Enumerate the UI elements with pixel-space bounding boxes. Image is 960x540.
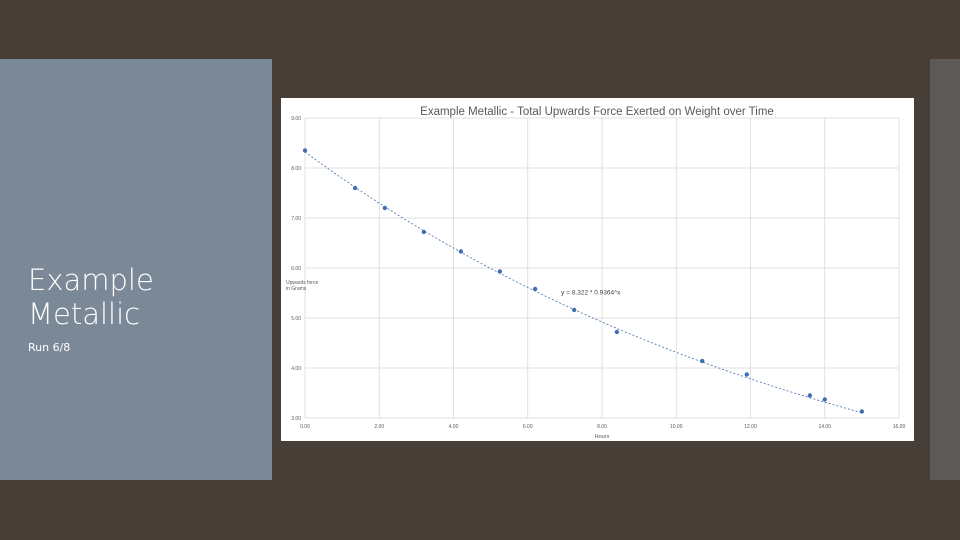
data-point bbox=[822, 397, 827, 402]
left-panel: Example Metallic Run 6/8 bbox=[0, 59, 272, 480]
slide-subtitle: Run 6/8 bbox=[28, 341, 71, 354]
slide-title-line-1: Example bbox=[28, 263, 154, 297]
x-tick-label: 16.00 bbox=[893, 424, 906, 430]
y-tick-label: 5.00 bbox=[291, 316, 301, 322]
x-tick-label: 14.00 bbox=[818, 424, 831, 430]
data-point bbox=[532, 286, 538, 292]
data-point bbox=[458, 249, 464, 254]
y-axis-label: Upwards force in Grams bbox=[286, 280, 319, 292]
y-tick-label: 8.00 bbox=[291, 166, 301, 172]
y-tick-label: 3.00 bbox=[291, 416, 301, 422]
grid-layer bbox=[304, 117, 900, 419]
data-point bbox=[571, 307, 577, 313]
x-tick-label: 10.00 bbox=[670, 424, 683, 430]
x-tick-label: 12.00 bbox=[744, 424, 757, 430]
y-tick-label: 9.00 bbox=[291, 116, 301, 122]
data-point bbox=[421, 229, 426, 235]
x-tick-label: 4.00 bbox=[449, 424, 459, 430]
data-point bbox=[807, 393, 813, 398]
trendline bbox=[304, 151, 862, 414]
chart-svg: Example Metallic - Total Upwards Force E… bbox=[286, 106, 905, 440]
data-point bbox=[352, 185, 358, 191]
x-tick-label: 8.00 bbox=[597, 424, 607, 430]
data-point bbox=[497, 269, 503, 274]
y-tick-label: 7.00 bbox=[291, 216, 301, 222]
data-point bbox=[700, 358, 705, 364]
slide-title: Example Metallic bbox=[28, 263, 258, 331]
slide-title-line-2: Metallic bbox=[28, 297, 141, 331]
y-tick-label: 4.00 bbox=[291, 366, 301, 372]
data-point bbox=[744, 372, 749, 377]
x-tick-label: 0.00 bbox=[300, 424, 310, 430]
right-strip bbox=[930, 59, 960, 480]
points-layer bbox=[302, 148, 865, 414]
data-point bbox=[614, 329, 620, 335]
axis-layer: 3.00 4.00 5.00 6.00 7.00 8.00 9.00 0.00 2.00 4.00… bbox=[291, 116, 905, 430]
data-point bbox=[859, 409, 865, 414]
data-point bbox=[302, 148, 308, 153]
y-axis-label-wrap: Upwards force in Grams bbox=[286, 280, 319, 292]
chart-container: Example Metallic - Total Upwards Force E… bbox=[281, 98, 914, 441]
trendline-equation: y = 8.322 * 0.9364^x bbox=[561, 290, 621, 297]
x-tick-label: 6.00 bbox=[523, 424, 533, 430]
chart-title: Example Metallic - Total Upwards Force E… bbox=[420, 106, 774, 118]
y-tick-label: 6.00 bbox=[291, 266, 301, 272]
x-tick-label: 2.00 bbox=[374, 424, 384, 430]
data-point bbox=[382, 205, 388, 211]
x-axis-label: Hours bbox=[595, 434, 610, 440]
